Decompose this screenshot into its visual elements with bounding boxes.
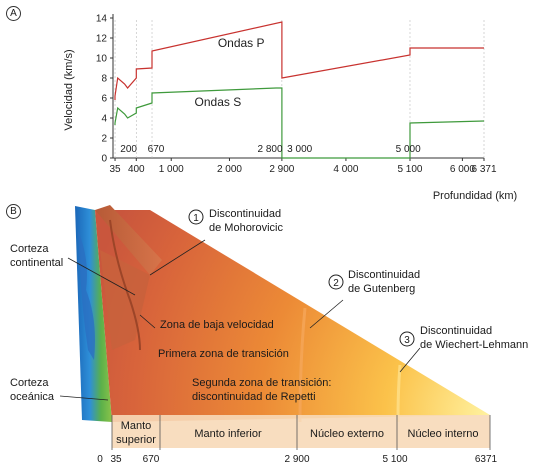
disc3-line2: de Wiechert-Lehmann xyxy=(420,339,528,351)
corteza-continental-line2: continental xyxy=(10,257,63,269)
depth-inline-label: 2 800 xyxy=(258,144,283,155)
y-tick-label: 2 xyxy=(101,134,107,145)
moho-line xyxy=(109,219,141,351)
segunda-zona-line1: Segunda zona de transición: xyxy=(192,377,331,389)
corteza-oceanica-line2: oceánica xyxy=(10,391,55,403)
y-tick-label: 6 xyxy=(101,94,107,105)
corteza-continental-line1: Corteza xyxy=(10,243,49,255)
depth-tick-670: 670 xyxy=(143,454,160,465)
band-manto-superior-1: Manto xyxy=(121,420,152,432)
disc1-line1: Discontinuidad xyxy=(209,208,281,220)
y-tick-label: 0 xyxy=(101,154,107,165)
x-axis-label: Profundidad (km) xyxy=(433,190,517,202)
disc3-line1: Discontinuidad xyxy=(420,325,492,337)
mantle-wedge xyxy=(95,210,490,422)
y-tick-label: 10 xyxy=(96,54,108,65)
chart-grid xyxy=(110,14,485,161)
disc2-line2: de Gutenberg xyxy=(348,283,415,295)
segunda-zona-line2: discontinuidad de Repetti xyxy=(192,391,316,403)
chart-labels: 0 2 4 6 8 10 12 14 35 400 1 000 2 000 2 900 4 000 5 10… xyxy=(63,14,517,203)
x-tick-label: 400 xyxy=(128,164,145,175)
band-nucleo-externo: Núcleo externo xyxy=(310,428,384,440)
depth-tick-35: 35 xyxy=(110,454,122,465)
marker-1: 1 xyxy=(193,213,199,224)
band-nucleo-interno: Núcleo interno xyxy=(408,428,479,440)
depth-tick-5100: 5 100 xyxy=(382,454,407,465)
corteza-oceanica-line1: Corteza xyxy=(10,377,49,389)
depth-inline-label: 3 000 xyxy=(287,144,312,155)
x-tick-label: 35 xyxy=(109,164,121,175)
disc2-line1: Discontinuidad xyxy=(348,269,420,281)
y-tick-label: 4 xyxy=(101,114,107,125)
x-tick-label: 1 000 xyxy=(159,164,184,175)
depth-tick-0: 0 xyxy=(97,454,103,465)
band-manto-superior-2: superior xyxy=(116,434,156,446)
x-tick-label: 2 900 xyxy=(269,164,294,175)
x-tick-label: 2 000 xyxy=(217,164,242,175)
series-line xyxy=(114,87,485,159)
x-tick-label: 6 371 xyxy=(471,164,496,175)
zona-baja-label: Zona de baja velocidad xyxy=(160,319,274,331)
marker-3-circle xyxy=(399,331,415,347)
panel-b-letter: B xyxy=(6,204,21,219)
disc1-line2: de Mohorovicic xyxy=(209,222,283,234)
crust-top xyxy=(95,205,162,275)
earth-section-diagram: 1 2 3 Discontinuidad de Mohorovicic Disc… xyxy=(10,205,528,465)
ocean-area xyxy=(78,230,95,360)
x-tick-label: 6 000 xyxy=(450,164,475,175)
x-tick-label: 5 100 xyxy=(397,164,422,175)
y-tick-label: 8 xyxy=(101,74,107,85)
depth-tick-2900: 2 900 xyxy=(284,454,309,465)
marker-2: 2 xyxy=(333,278,339,289)
depth-inline-label: 200 xyxy=(120,144,137,155)
y-tick-label: 14 xyxy=(96,14,108,25)
depth-bar xyxy=(112,415,490,448)
series-label-s: Ondas S xyxy=(195,95,242,109)
x-tick-label: 4 000 xyxy=(333,164,358,175)
depth-inline-label: 5 000 xyxy=(396,144,421,155)
velocity-chart: 0 2 4 6 8 10 12 14 35 400 1 000 2 000 2 900 4 000 5 10… xyxy=(63,14,517,203)
marker-2-circle xyxy=(328,274,344,290)
band-manto-inferior: Manto inferior xyxy=(194,428,262,440)
depth-tick-6371: 6371 xyxy=(475,454,498,465)
y-tick-label: 12 xyxy=(96,34,108,45)
panel-a-letter: A xyxy=(6,6,21,21)
series-line xyxy=(114,21,484,100)
depth-inline-label: 670 xyxy=(148,144,165,155)
y-axis-label: Velocidad (km/s) xyxy=(63,49,75,130)
panel-a: A 0 2 4 6 8 10 12 14 35 400 1 000 2 000 2 900 4 000 5 … xyxy=(0,0,541,205)
panel-b: B xyxy=(0,200,541,469)
gutenberg-band xyxy=(298,307,307,423)
marker-1-circle xyxy=(188,209,204,225)
chart-series xyxy=(114,21,485,159)
series-label-p: Ondas P xyxy=(218,36,265,50)
primera-zona-label: Primera zona de transición xyxy=(158,348,289,360)
marker-3: 3 xyxy=(404,335,410,346)
